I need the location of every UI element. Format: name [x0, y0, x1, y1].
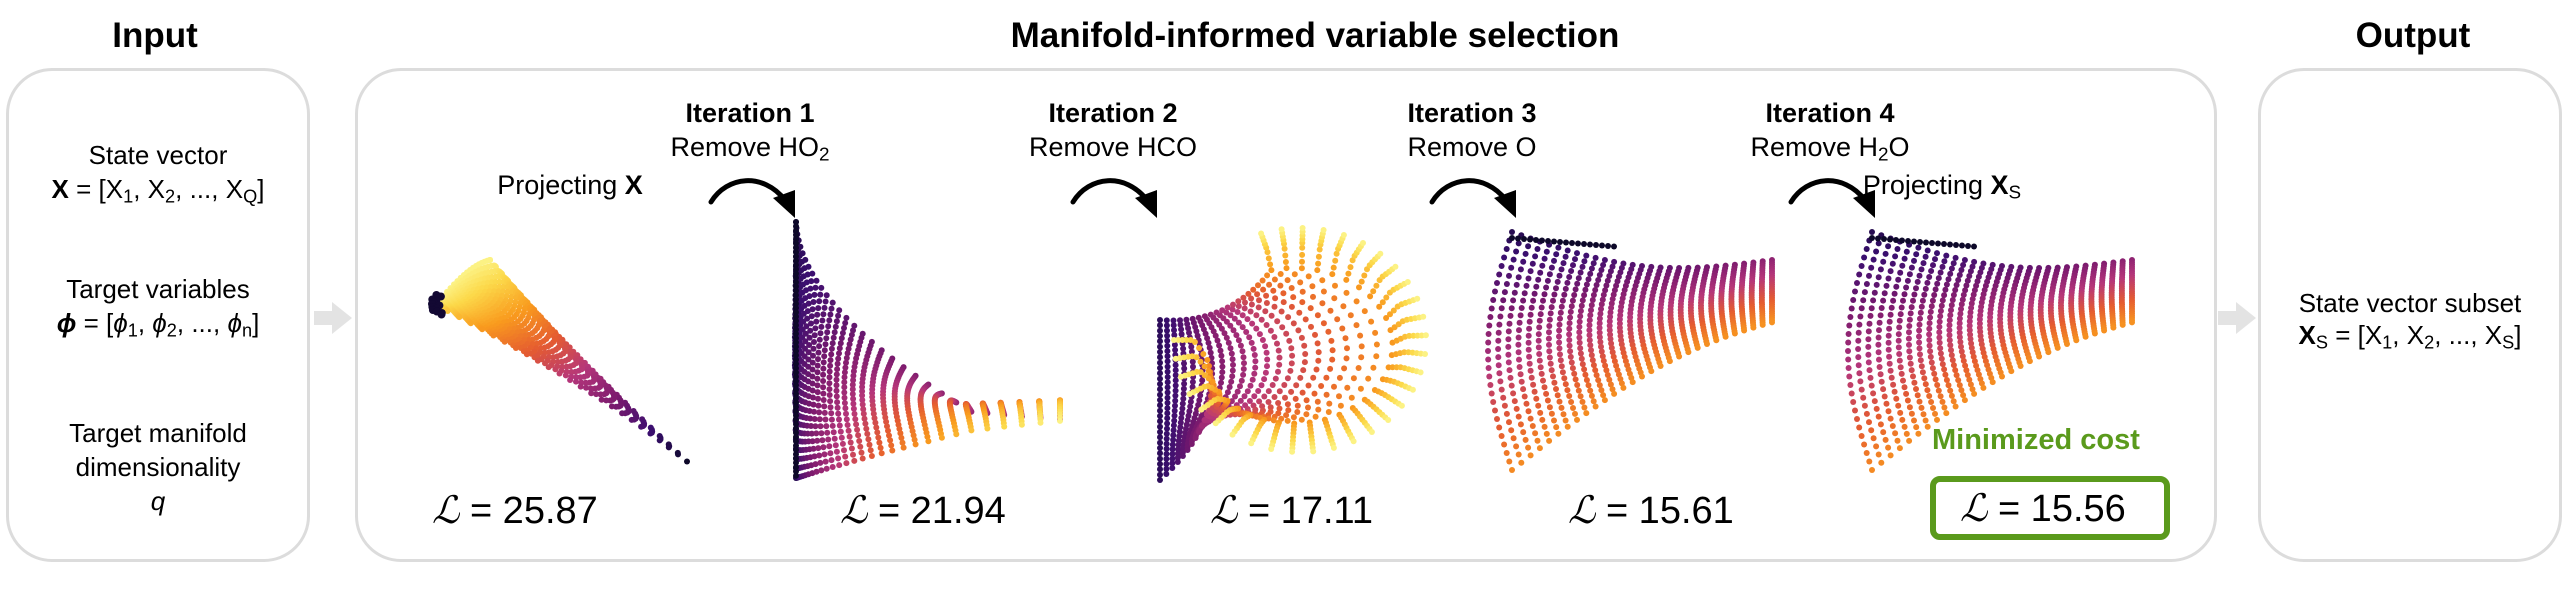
iteration-4-title: Iteration 4 — [1700, 98, 1960, 129]
output-label: State vector subset — [2258, 286, 2562, 320]
iteration-3-remove: Remove O — [1342, 132, 1602, 167]
projecting-x-label: Projecting X — [440, 170, 700, 201]
cost-iteration-2: ℒ = 17.11 — [1210, 488, 1373, 533]
cost-projecting-x: ℒ = 25.87 — [432, 488, 598, 533]
flow-arrow-icon — [2216, 300, 2258, 336]
selection-heading: Manifold-informed variable selection — [355, 16, 2275, 56]
manifold-projection-iter2 — [1140, 220, 1440, 490]
minimized-cost-label: Minimized cost — [1932, 424, 2140, 457]
iteration-2-remove: Remove HCO — [983, 132, 1243, 167]
cost-iteration-3: ℒ = 15.61 — [1568, 488, 1734, 533]
iteration-4-remove: Remove H2O — [1700, 132, 1960, 167]
iteration-1-remove: Remove HO2 — [620, 132, 880, 167]
manifold-projection-iter1 — [780, 210, 1080, 490]
iteration-2-title: Iteration 2 — [983, 98, 1243, 129]
output-equation: XS = [X1, X2, ..., XS] — [2258, 318, 2562, 360]
iteration-3-title: Iteration 3 — [1342, 98, 1602, 129]
manifold-q: q — [6, 484, 310, 518]
cost-iteration-1: ℒ = 21.94 — [840, 488, 1006, 533]
target-variables-equation: ϕ = [ϕ1, ϕ2, ..., ϕn] — [6, 306, 310, 348]
manifold-projection-x — [420, 250, 720, 490]
manifold-projection-iter3 — [1500, 220, 1800, 490]
cost-projecting-xs: ℒ = 15.56 — [1960, 486, 2126, 531]
output-heading: Output — [2258, 16, 2568, 56]
flow-arrow-icon — [312, 300, 354, 336]
state-vector-equation: X = [X1, X2, ..., XQ] — [6, 172, 310, 214]
input-heading: Input — [0, 16, 310, 56]
manifold-label-1: Target manifold — [6, 416, 310, 450]
manifold-label-2: dimensionality — [6, 450, 310, 484]
iteration-1-title: Iteration 1 — [620, 98, 880, 129]
target-variables-label: Target variables — [6, 272, 310, 306]
state-vector-label: State vector — [6, 138, 310, 172]
